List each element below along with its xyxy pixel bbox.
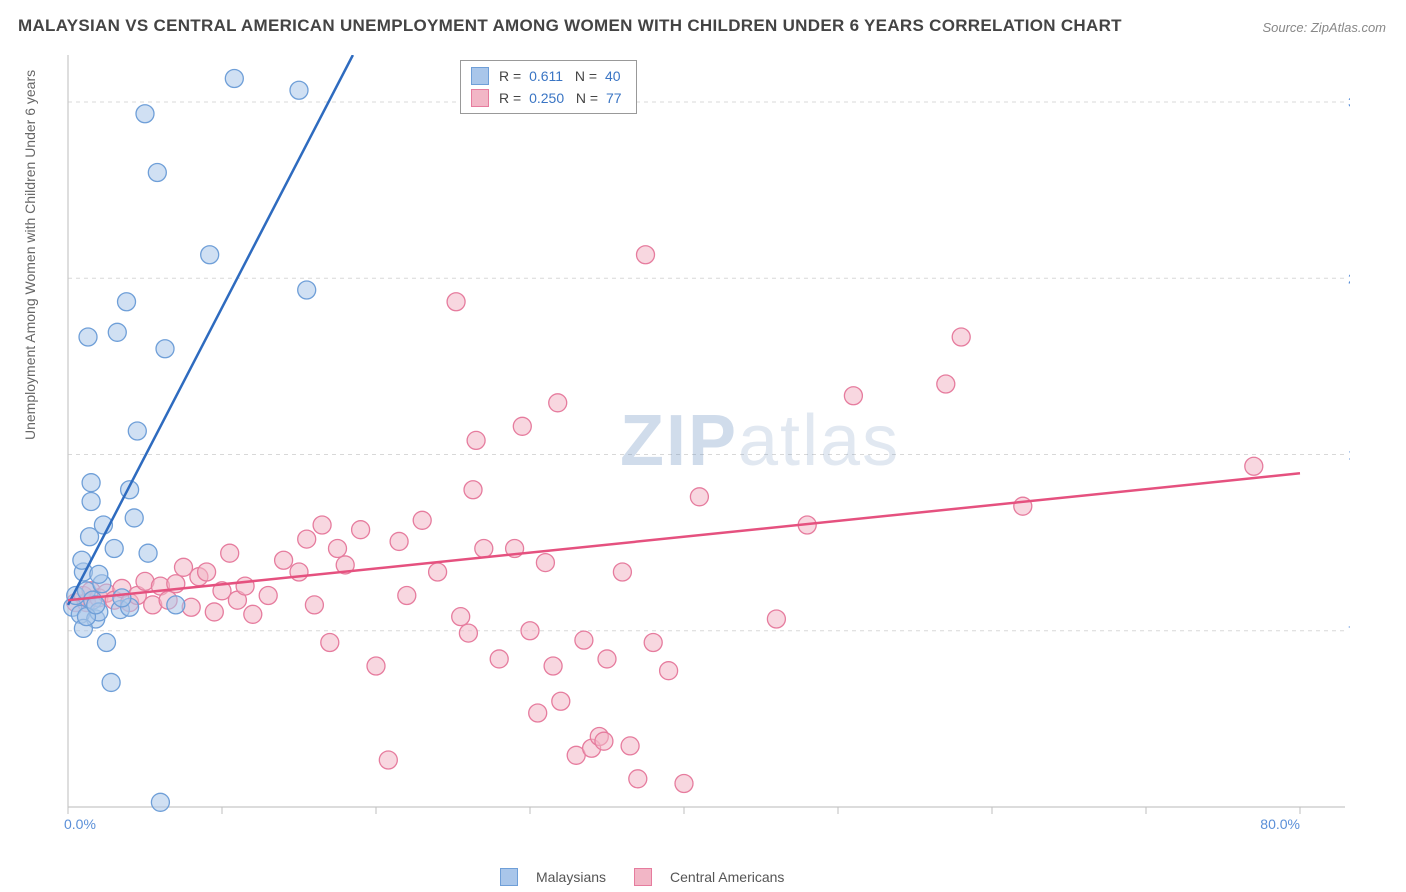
- stat-n-value: 77: [606, 90, 622, 106]
- stat-n-label: N =: [567, 68, 601, 84]
- svg-text:22.5%: 22.5%: [1348, 270, 1350, 286]
- bottom-legend: Malaysians Central Americans: [500, 868, 784, 886]
- stat-r-label: R =: [499, 90, 525, 106]
- svg-text:15.0%: 15.0%: [1348, 447, 1350, 463]
- stats-legend: R = 0.611 N = 40 R = 0.250 N = 77: [460, 60, 637, 114]
- legend-label: Central Americans: [670, 869, 784, 885]
- svg-text:7.5%: 7.5%: [1348, 623, 1350, 639]
- chart-area: 7.5% 15.0% 22.5% 30.0% 0.0% 80.0%: [60, 55, 1350, 835]
- stat-r-label: R =: [499, 68, 525, 84]
- swatch-central-americans: [634, 868, 652, 886]
- source-label: Source: ZipAtlas.com: [1262, 20, 1386, 35]
- legend-item-central-americans: Central Americans: [634, 868, 784, 886]
- stats-row-malaysians: R = 0.611 N = 40: [471, 65, 626, 87]
- stat-n-value: 40: [605, 68, 621, 84]
- swatch-malaysians: [471, 67, 489, 85]
- svg-text:0.0%: 0.0%: [64, 816, 96, 832]
- scatter-chart: 7.5% 15.0% 22.5% 30.0% 0.0% 80.0%: [60, 55, 1350, 835]
- swatch-malaysians: [500, 868, 518, 886]
- stats-row-central-americans: R = 0.250 N = 77: [471, 87, 626, 109]
- chart-title: MALAYSIAN VS CENTRAL AMERICAN UNEMPLOYME…: [18, 16, 1122, 36]
- svg-text:30.0%: 30.0%: [1348, 94, 1350, 110]
- svg-text:80.0%: 80.0%: [1260, 816, 1300, 832]
- stat-r-value: 0.250: [529, 90, 564, 106]
- stat-n-label: N =: [568, 90, 602, 106]
- legend-label: Malaysians: [536, 869, 606, 885]
- y-axis-label: Unemployment Among Women with Children U…: [22, 70, 38, 440]
- swatch-central-americans: [471, 89, 489, 107]
- stat-r-value: 0.611: [529, 68, 563, 84]
- legend-item-malaysians: Malaysians: [500, 868, 606, 886]
